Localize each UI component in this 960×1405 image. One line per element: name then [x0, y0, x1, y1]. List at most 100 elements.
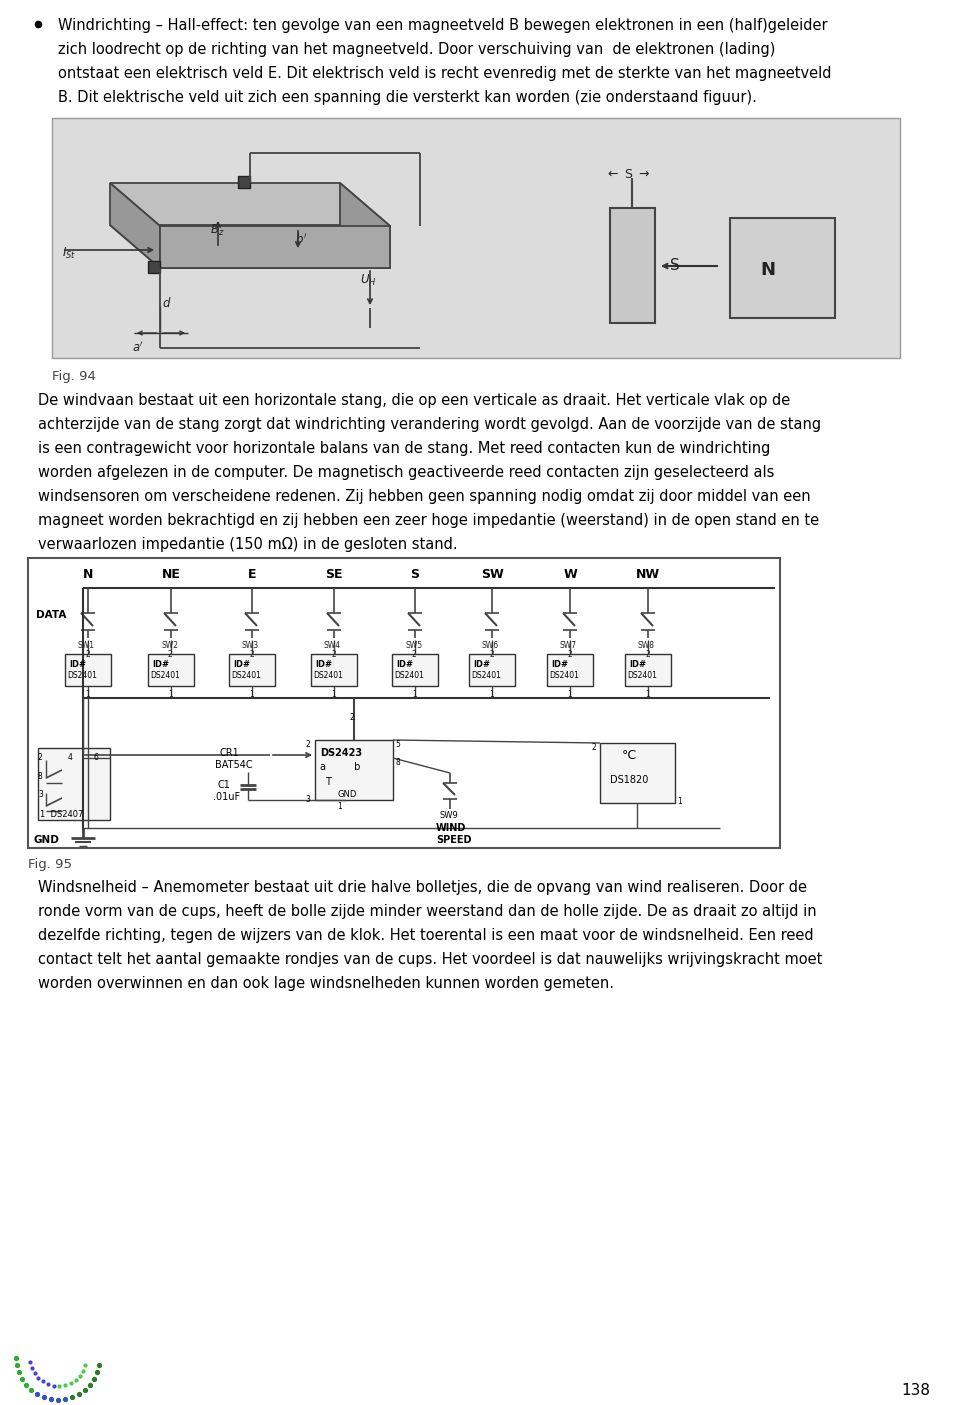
- Text: 8: 8: [38, 771, 43, 781]
- Text: $b'$: $b'$: [295, 233, 307, 247]
- Text: $a'$: $a'$: [132, 340, 144, 354]
- Text: is een contragewicht voor horizontale balans van de stang. Met reed contacten ku: is een contragewicht voor horizontale ba…: [38, 441, 770, 457]
- Text: 2: 2: [168, 651, 173, 659]
- Text: ID#: ID#: [551, 660, 568, 669]
- Text: ontstaat een elektrisch veld E. Dit elektrisch veld is recht evenredig met de st: ontstaat een elektrisch veld E. Dit elek…: [58, 66, 831, 81]
- Text: DS2401: DS2401: [394, 672, 424, 680]
- Text: GND: GND: [33, 835, 59, 844]
- Text: 2: 2: [38, 753, 43, 762]
- Bar: [148, 653, 194, 686]
- Text: $I_{St}$: $I_{St}$: [62, 246, 76, 261]
- Text: 2: 2: [249, 651, 253, 659]
- Polygon shape: [160, 226, 390, 268]
- Text: ID#: ID#: [233, 660, 250, 669]
- Text: worden afgelezen in de computer. De magnetisch geactiveerde reed contacten zijn : worden afgelezen in de computer. De magn…: [38, 465, 775, 481]
- Bar: [730, 218, 835, 318]
- Text: 1: 1: [645, 690, 650, 700]
- Text: 1: 1: [337, 802, 342, 811]
- Text: DS2423: DS2423: [320, 747, 362, 759]
- Text: 2: 2: [567, 651, 572, 659]
- Bar: [315, 740, 393, 799]
- Text: DS2401: DS2401: [150, 672, 180, 680]
- Bar: [238, 176, 250, 188]
- Text: ID#: ID#: [473, 660, 490, 669]
- Text: 1: 1: [249, 690, 253, 700]
- Text: 1: 1: [489, 690, 493, 700]
- Bar: [600, 743, 675, 804]
- Text: 138: 138: [901, 1383, 930, 1398]
- Text: DS1820: DS1820: [610, 776, 648, 785]
- Bar: [148, 261, 160, 273]
- Bar: [311, 653, 357, 686]
- Text: 1: 1: [412, 690, 417, 700]
- Text: SW6: SW6: [482, 641, 499, 651]
- Text: 2: 2: [85, 651, 89, 659]
- Text: NW: NW: [636, 568, 660, 582]
- Text: 2: 2: [645, 651, 650, 659]
- Bar: [392, 653, 438, 686]
- Text: SW5: SW5: [405, 641, 422, 651]
- Text: a         b: a b: [320, 762, 360, 771]
- Text: BAT54C: BAT54C: [215, 760, 252, 770]
- Text: contact telt het aantal gemaakte rondjes van de cups. Het voordeel is dat nauwel: contact telt het aantal gemaakte rondjes…: [38, 953, 823, 967]
- Text: 8: 8: [395, 759, 399, 767]
- Text: ID#: ID#: [152, 660, 169, 669]
- Polygon shape: [110, 183, 390, 226]
- Text: S: S: [411, 568, 420, 582]
- Text: SW1: SW1: [78, 641, 95, 651]
- Text: NE: NE: [161, 568, 180, 582]
- Text: SW2: SW2: [161, 641, 178, 651]
- Text: 3: 3: [38, 790, 43, 799]
- Text: 5: 5: [395, 740, 400, 749]
- Text: 6: 6: [93, 753, 98, 762]
- Bar: [625, 653, 671, 686]
- Text: SW7: SW7: [560, 641, 577, 651]
- Text: WIND: WIND: [436, 823, 467, 833]
- Text: 2: 2: [592, 743, 597, 752]
- Bar: [229, 653, 275, 686]
- Text: SW: SW: [481, 568, 503, 582]
- Text: C1: C1: [218, 780, 230, 790]
- Text: DS2401: DS2401: [231, 672, 261, 680]
- Bar: [547, 653, 593, 686]
- Polygon shape: [110, 225, 390, 268]
- Text: $B_z$: $B_z$: [210, 223, 225, 237]
- Text: worden overwinnen en dan ook lage windsnelheden kunnen worden gemeten.: worden overwinnen en dan ook lage windsn…: [38, 976, 614, 991]
- Text: ID#: ID#: [396, 660, 413, 669]
- Text: SW4: SW4: [324, 641, 341, 651]
- Text: DS2401: DS2401: [313, 672, 343, 680]
- Text: 4: 4: [68, 753, 73, 762]
- Text: ID#: ID#: [629, 660, 646, 669]
- Text: GND: GND: [337, 790, 356, 799]
- Text: $U_H$: $U_H$: [360, 273, 376, 288]
- Text: °C: °C: [622, 749, 637, 762]
- Text: achterzijde van de stang zorgt dat windrichting verandering wordt gevolgd. Aan d: achterzijde van de stang zorgt dat windr…: [38, 417, 821, 431]
- Text: 1: 1: [168, 690, 173, 700]
- Text: $d$: $d$: [162, 296, 172, 311]
- Text: 2: 2: [350, 712, 355, 722]
- Text: ronde vorm van de cups, heeft de bolle zijde minder weerstand dan de holle zijde: ronde vorm van de cups, heeft de bolle z…: [38, 903, 817, 919]
- Text: zich loodrecht op de richting van het magneetveld. Door verschuiving van  de ele: zich loodrecht op de richting van het ma…: [58, 42, 776, 58]
- Text: SW9: SW9: [440, 811, 459, 821]
- Text: 1: 1: [567, 690, 572, 700]
- Bar: [38, 747, 110, 821]
- Text: T: T: [325, 777, 331, 787]
- Text: dezelfde richting, tegen de wijzers van de klok. Het toerental is een maat voor : dezelfde richting, tegen de wijzers van …: [38, 927, 814, 943]
- Bar: [28, 558, 780, 849]
- Text: Windsnelheid – Anemometer bestaat uit drie halve bolletjes, die de opvang van wi: Windsnelheid – Anemometer bestaat uit dr…: [38, 880, 807, 895]
- Text: verwaarlozen impedantie (150 mΩ) in de gesloten stand.: verwaarlozen impedantie (150 mΩ) in de g…: [38, 537, 458, 552]
- Text: DS2401: DS2401: [627, 672, 657, 680]
- Text: SPEED: SPEED: [436, 835, 471, 844]
- Text: ID#: ID#: [69, 660, 86, 669]
- Text: magneet worden bekrachtigd en zij hebben een zeer hoge impedantie (weerstand) in: magneet worden bekrachtigd en zij hebben…: [38, 513, 819, 528]
- Text: N: N: [83, 568, 93, 582]
- Text: ID#: ID#: [315, 660, 332, 669]
- Polygon shape: [340, 183, 390, 268]
- Text: Windrichting – Hall-effect: ten gevolge van een magneetveld B bewegen elektronen: Windrichting – Hall-effect: ten gevolge …: [58, 18, 828, 32]
- Bar: [52, 118, 900, 358]
- Text: SW3: SW3: [242, 641, 259, 651]
- Text: DS2401: DS2401: [67, 672, 97, 680]
- Text: $\leftarrow$ S $\rightarrow$: $\leftarrow$ S $\rightarrow$: [605, 169, 651, 181]
- Text: S: S: [670, 259, 680, 273]
- Text: DATA: DATA: [36, 610, 66, 620]
